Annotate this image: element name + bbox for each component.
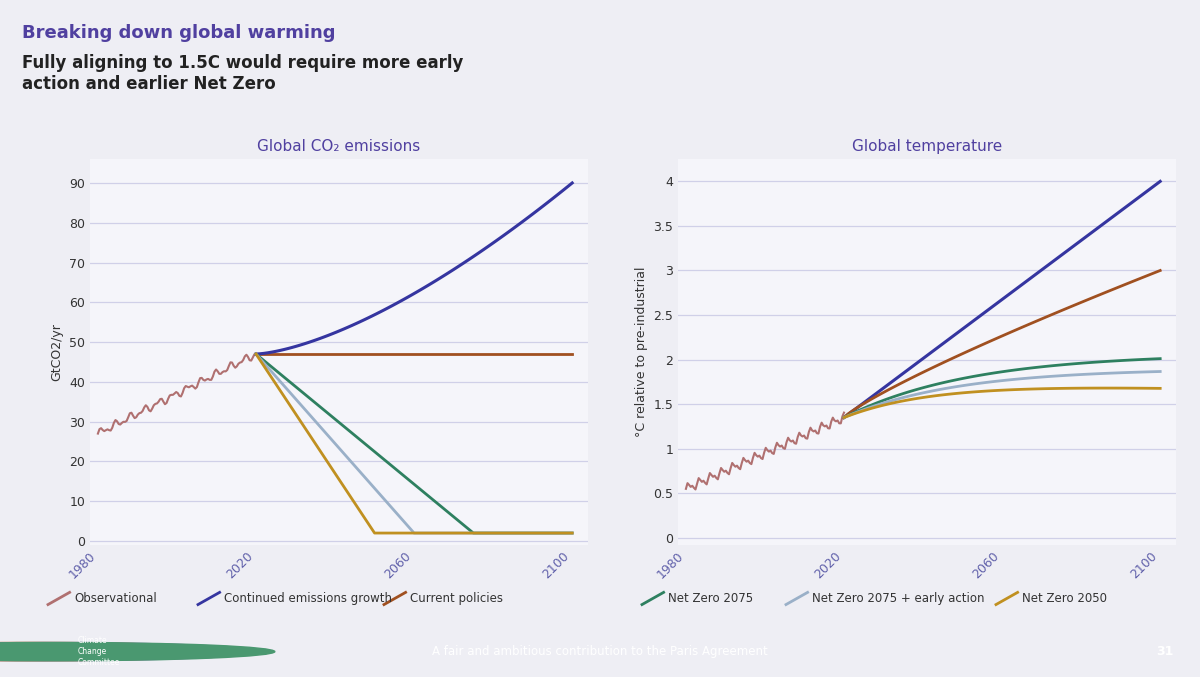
- Circle shape: [0, 642, 246, 661]
- Text: Net Zero 2075: Net Zero 2075: [668, 592, 754, 605]
- Y-axis label: °C relative to pre-industrial: °C relative to pre-industrial: [635, 267, 648, 437]
- Text: Net Zero 2075 + early action: Net Zero 2075 + early action: [812, 592, 985, 605]
- Text: Net Zero 2050: Net Zero 2050: [1022, 592, 1108, 605]
- Text: Fully aligning to 1.5C would require more early
action and earlier Net Zero: Fully aligning to 1.5C would require mor…: [22, 54, 463, 93]
- Title: Global CO₂ emissions: Global CO₂ emissions: [257, 139, 421, 154]
- Y-axis label: GtCO2/yr: GtCO2/yr: [50, 323, 64, 381]
- Circle shape: [0, 642, 275, 661]
- Text: Observational: Observational: [74, 592, 157, 605]
- Text: Climate
Change
Committee: Climate Change Committee: [78, 636, 120, 667]
- Text: Continued emissions growth: Continued emissions growth: [224, 592, 392, 605]
- Text: A fair and ambitious contribution to the Paris Agreement: A fair and ambitious contribution to the…: [432, 645, 768, 658]
- Text: 31: 31: [1157, 645, 1174, 658]
- Title: Global temperature: Global temperature: [852, 139, 1002, 154]
- Text: Current policies: Current policies: [410, 592, 504, 605]
- Text: Breaking down global warming: Breaking down global warming: [22, 24, 335, 42]
- Circle shape: [0, 642, 260, 661]
